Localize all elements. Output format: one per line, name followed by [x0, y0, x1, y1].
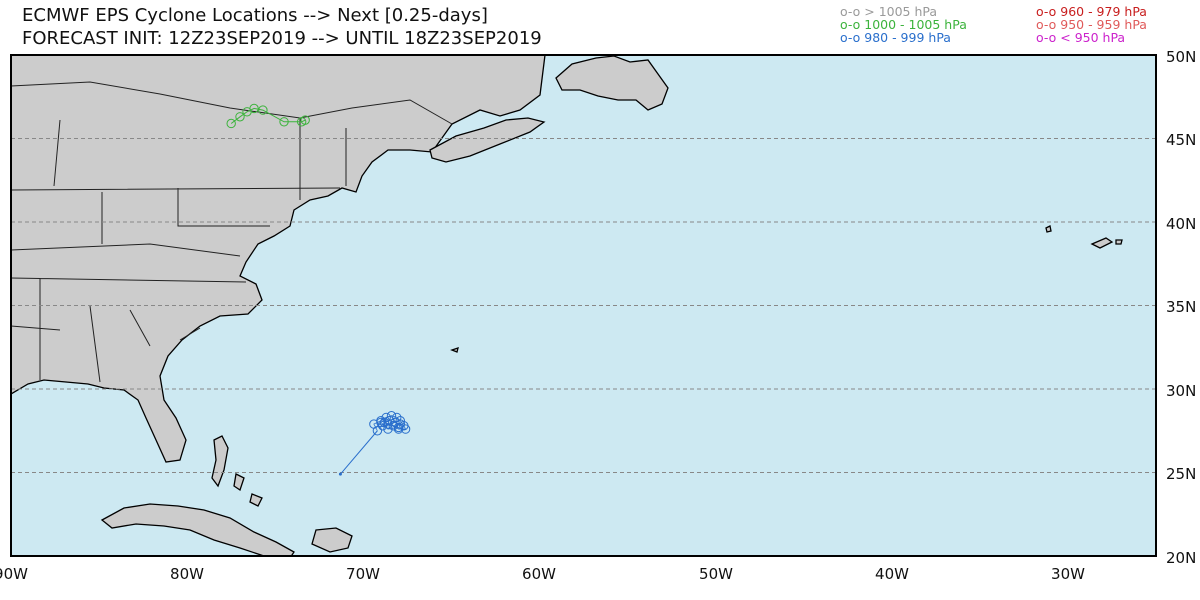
lon-label: 50W [699, 565, 733, 583]
green-track-point [226, 118, 236, 129]
lon-label: 40W [875, 565, 909, 583]
longitude-labels: 90W 80W 70W 60W 50W 40W 30W [0, 565, 1085, 583]
legend-entry-1000-1005: o-o 1000 - 1005 hPa [840, 17, 967, 32]
bermuda-island [450, 347, 459, 353]
blue-track-point [393, 422, 404, 433]
lat-label: 35N [1166, 298, 1196, 316]
lon-label: 70W [346, 565, 380, 583]
lon-label: 30W [1051, 565, 1085, 583]
lat-label: 45N [1166, 131, 1196, 149]
north-america-landmass [11, 55, 546, 463]
blue-track-point [383, 424, 393, 434]
legend-entry-980-999: o-o 980 - 999 hPa [840, 30, 951, 45]
blue-track-point [390, 417, 400, 428]
green-track-point [258, 105, 268, 115]
lon-label: 60W [522, 565, 556, 583]
blue-track-point [381, 412, 391, 423]
hispaniola-landmass [311, 527, 353, 553]
bahamas-islands [211, 435, 263, 507]
legend-entry-960-979: o-o 960 - 979 hPa [1036, 4, 1147, 19]
green-track-point [300, 115, 310, 125]
blue-track-point [400, 424, 411, 434]
land-masses [11, 55, 1123, 556]
green-track-point [279, 117, 289, 127]
legend-entry-below-950: o-o < 950 hPa [1036, 30, 1126, 45]
lat-label: 25N [1166, 465, 1196, 483]
green-track-point [249, 103, 259, 114]
lat-label: 30N [1166, 382, 1196, 400]
lat-label: 40N [1166, 215, 1196, 233]
lon-label: 90W [0, 565, 28, 583]
forecast-init-line: FORECAST INIT: 12Z23SEP2019 --> UNTIL 18… [22, 28, 542, 49]
lon-label: 80W [170, 565, 204, 583]
lat-label: 50N [1166, 48, 1196, 66]
political-borders [11, 81, 453, 383]
azores-islands [1045, 225, 1123, 249]
cyclone-tracks [226, 103, 411, 476]
blue-track-point [376, 417, 386, 428]
lat-label: 20N [1166, 549, 1196, 567]
map-frame [10, 54, 1157, 557]
newfoundland-landmass [555, 55, 669, 111]
legend-entry-950-959: o-o 950 - 959 hPa [1036, 17, 1147, 32]
graticule [11, 138, 1156, 473]
blue-track-start [338, 472, 342, 476]
legend-entry-above-1005: o-o > 1005 hPa [840, 4, 938, 19]
latitude-labels: 50N 45N 40N 35N 30N 25N 20N [1166, 48, 1196, 567]
map-title: ECMWF EPS Cyclone Locations --> Next [0.… [22, 5, 488, 26]
green-track-point [235, 112, 245, 122]
blue-track-line [340, 430, 378, 475]
nova-scotia-landmass [429, 117, 546, 163]
